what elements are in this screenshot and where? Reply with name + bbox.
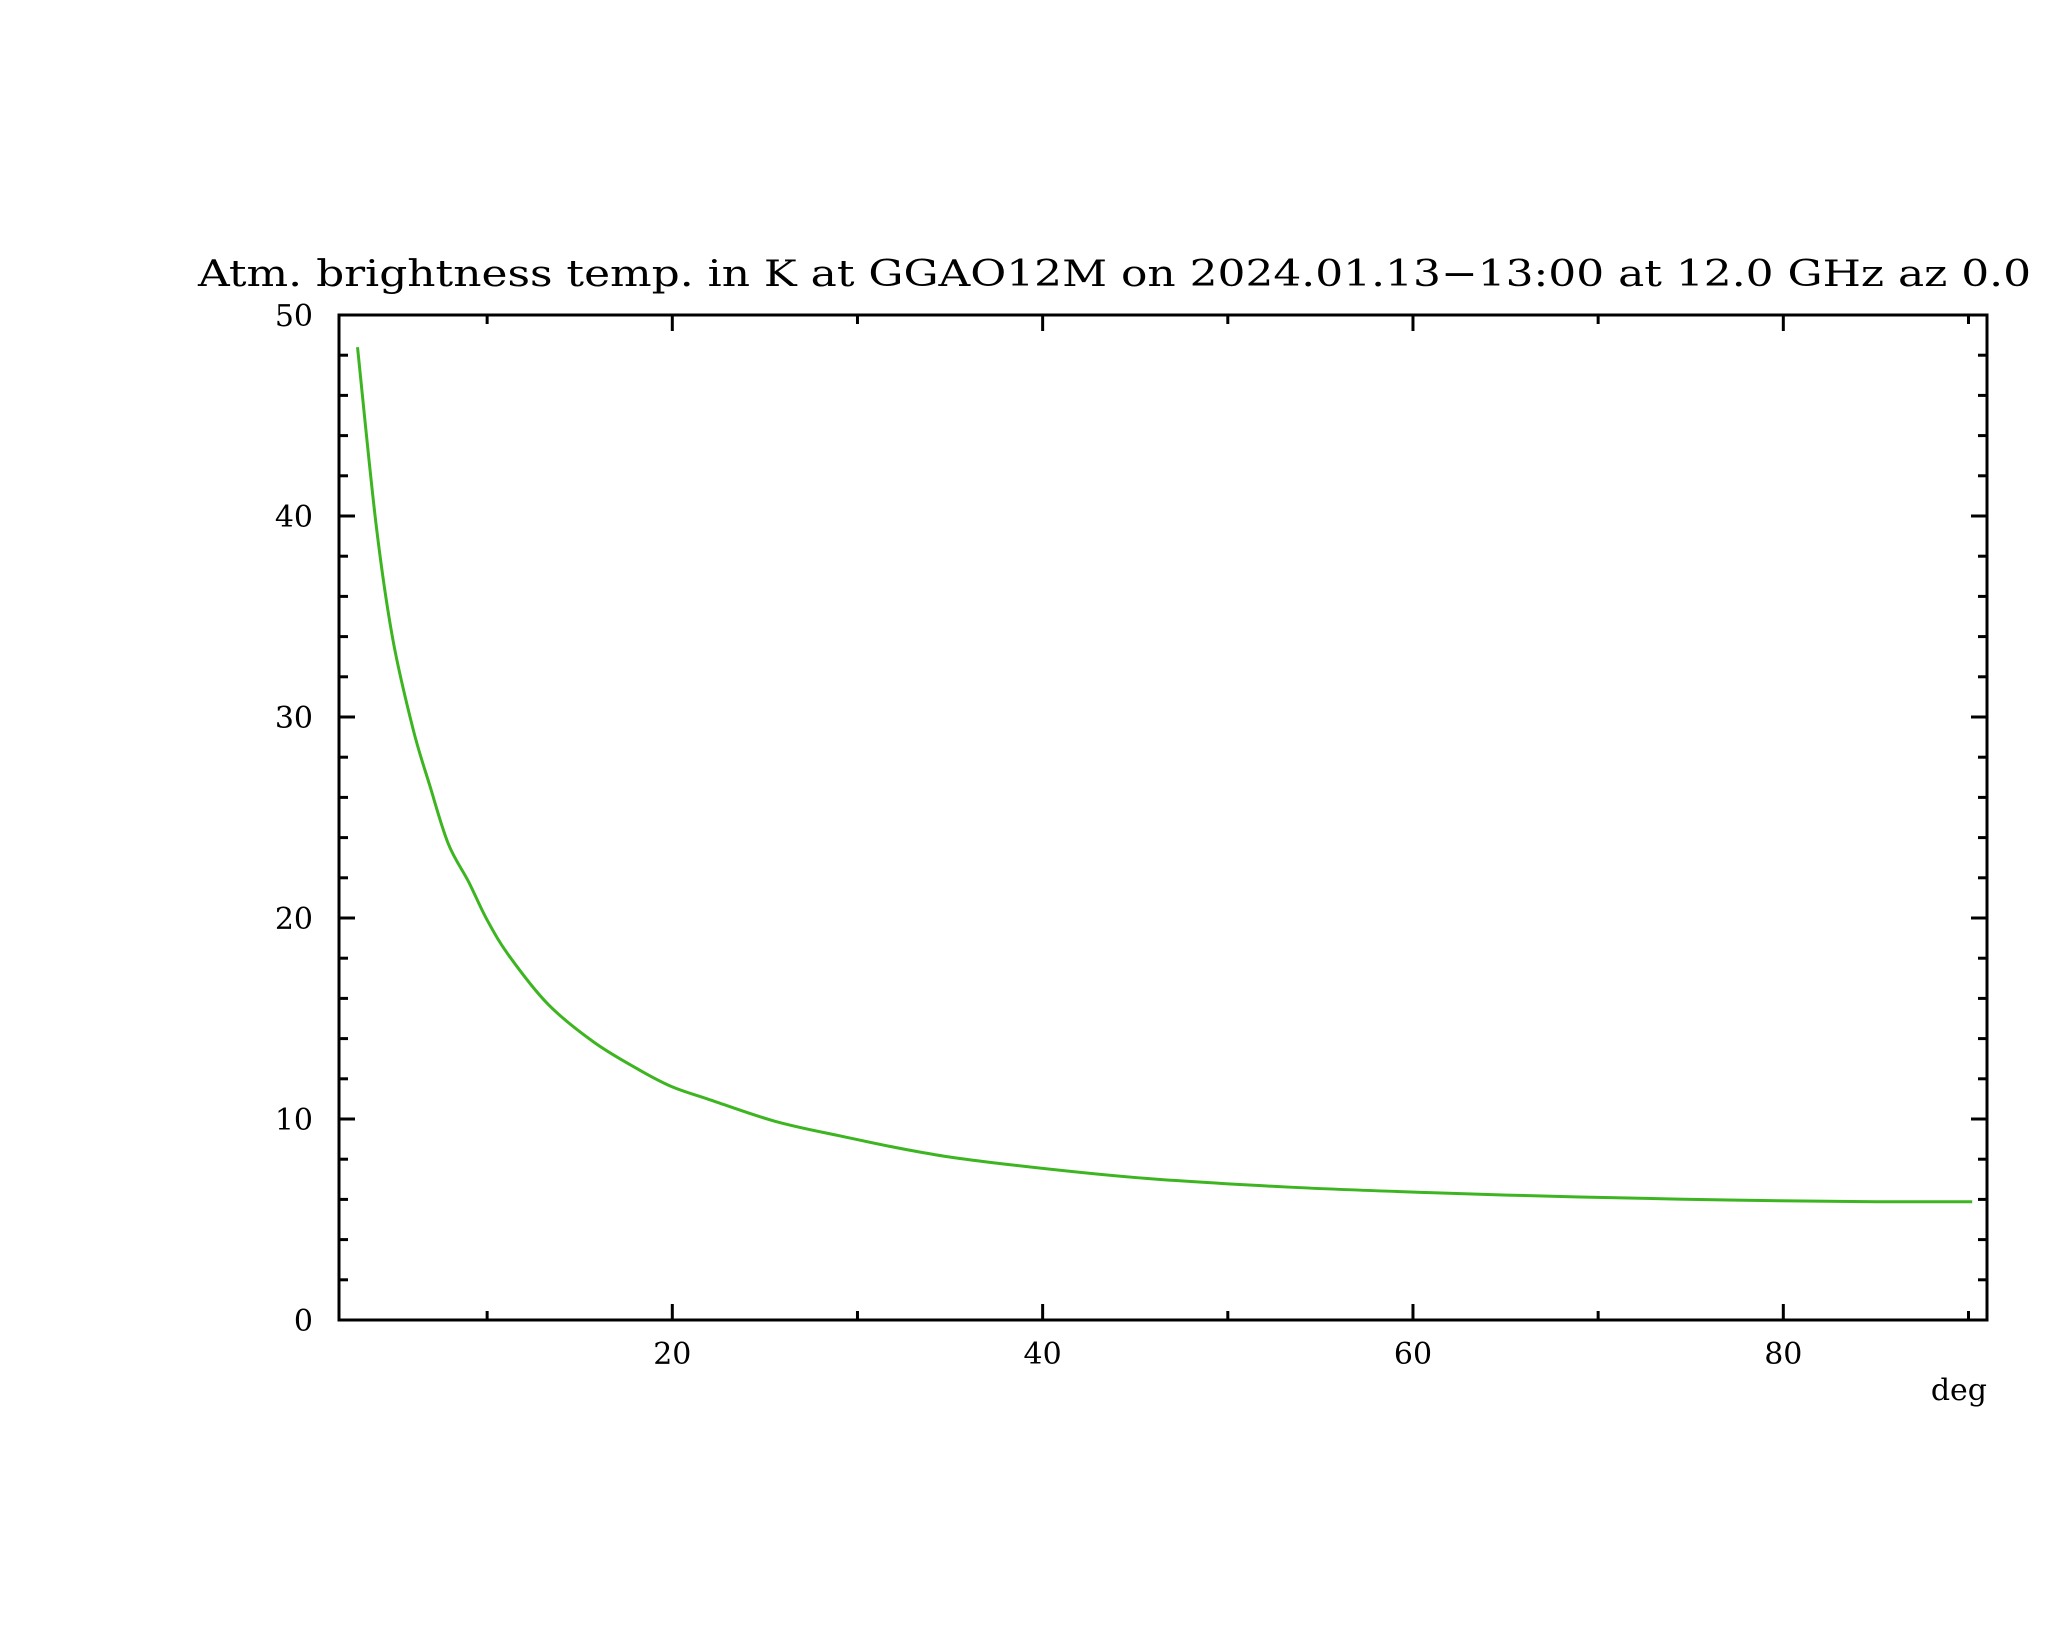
x-tick-label: 40 bbox=[1024, 1337, 1062, 1372]
chart-title: Atm. brightness temp. in K at GGAO12M on… bbox=[197, 254, 2031, 295]
axis-ticks bbox=[339, 313, 1987, 1322]
tick-labels: 20 40 60 80 0 10 20 30 40 50 bbox=[275, 299, 1803, 1372]
y-tick-label: 40 bbox=[275, 500, 313, 535]
y-tick-label: 50 bbox=[275, 299, 313, 334]
x-axis-label: deg bbox=[1931, 1373, 1987, 1408]
y-tick-label: 20 bbox=[275, 902, 313, 937]
y-tick-label: 0 bbox=[294, 1304, 313, 1339]
y-tick-label: 30 bbox=[275, 701, 313, 736]
x-tick-label: 60 bbox=[1394, 1337, 1432, 1372]
y-tick-label: 10 bbox=[275, 1103, 313, 1138]
x-tick-label: 80 bbox=[1764, 1337, 1802, 1372]
x-tick-label: 20 bbox=[653, 1337, 691, 1372]
series-line bbox=[356, 347, 1973, 1204]
plot-frame bbox=[337, 313, 1989, 1322]
